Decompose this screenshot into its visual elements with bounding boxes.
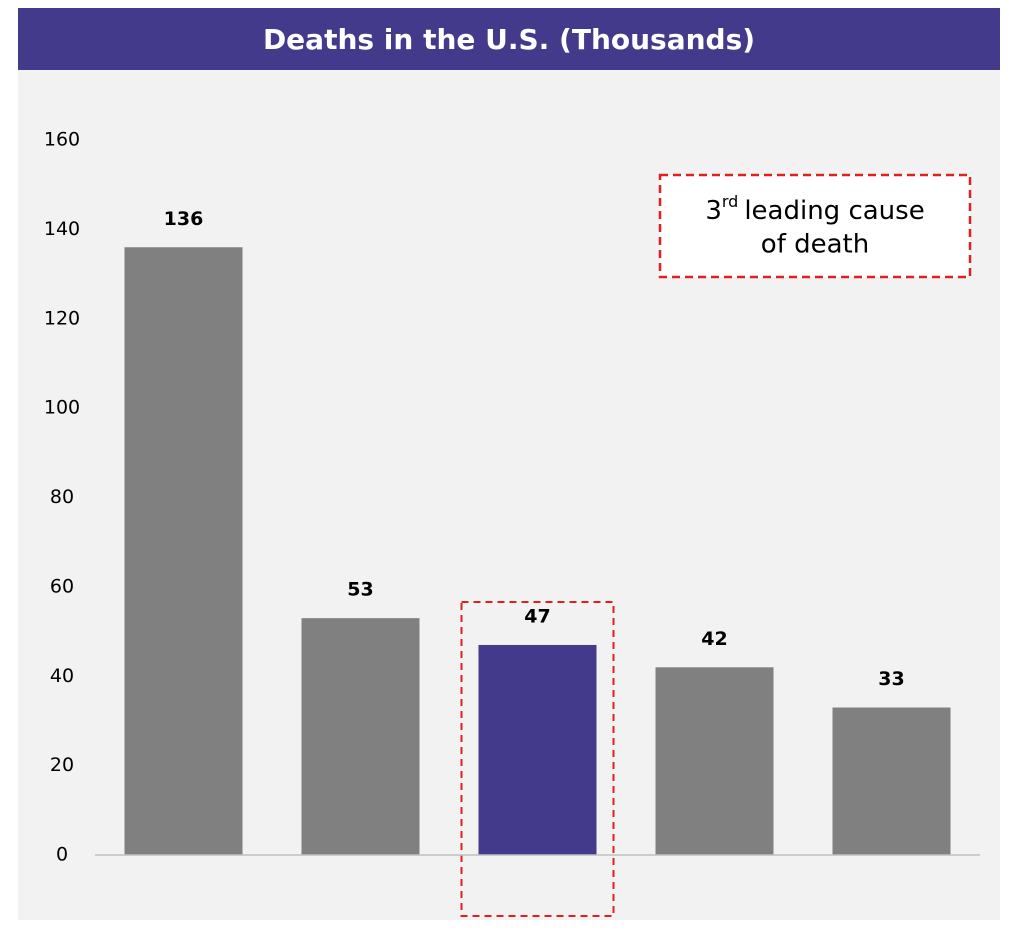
y-tick-label: 40 bbox=[50, 665, 74, 687]
annotation-box bbox=[658, 173, 972, 279]
value-label: 136 bbox=[164, 208, 204, 230]
value-label: 33 bbox=[878, 668, 904, 690]
y-tick-label: 140 bbox=[44, 218, 80, 240]
bar bbox=[124, 247, 243, 855]
y-tick-label: 0 bbox=[56, 844, 68, 866]
value-label: 47 bbox=[524, 605, 550, 627]
bar bbox=[478, 644, 597, 855]
highlight-box bbox=[460, 601, 615, 917]
annotation-line: 3rd leading cause bbox=[705, 192, 924, 226]
y-tick-label: 80 bbox=[50, 486, 74, 508]
annotation-suffix: rd bbox=[722, 192, 738, 211]
annotation-number: 3 bbox=[705, 196, 722, 226]
bar bbox=[832, 707, 951, 855]
y-tick-label: 20 bbox=[50, 754, 74, 776]
value-label: 42 bbox=[701, 628, 727, 650]
annotation-line: of death bbox=[761, 230, 869, 260]
bar bbox=[655, 667, 774, 855]
chart-title: Deaths in the U.S. (Thousands) bbox=[263, 23, 755, 56]
annotation-text: leading cause bbox=[744, 196, 924, 226]
bar bbox=[301, 618, 420, 855]
y-tick-label: 120 bbox=[44, 307, 80, 329]
title-banner bbox=[18, 8, 1000, 70]
y-tick-label: 100 bbox=[44, 397, 80, 419]
y-tick-label: 60 bbox=[50, 575, 74, 597]
value-label: 53 bbox=[347, 579, 373, 601]
y-tick-label: 160 bbox=[44, 129, 80, 151]
